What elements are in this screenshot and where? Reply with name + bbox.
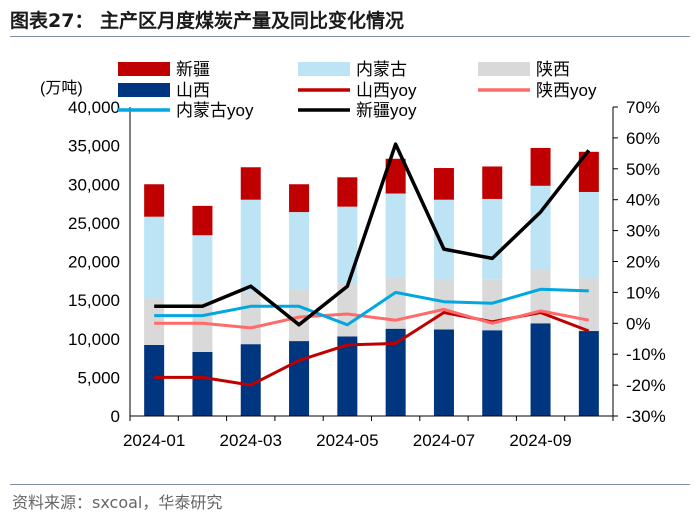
x-axis-tick-label: 2024-09 — [509, 431, 571, 450]
right-axis-tick-label: 20% — [626, 253, 660, 272]
bar-segment — [144, 298, 165, 345]
right-axis-tick-label: -30% — [626, 407, 666, 426]
bar-segment — [240, 344, 261, 416]
right-axis-tick-label: -10% — [626, 345, 666, 364]
bar-segment — [192, 205, 213, 236]
bar-segment — [482, 330, 503, 416]
x-axis-tick-label: 2024-07 — [413, 431, 475, 450]
left-axis-tick-label: 30,000 — [68, 175, 120, 194]
legend-swatch — [118, 83, 170, 97]
right-axis-tick-label: 40% — [626, 191, 660, 210]
legend-label: 陕西 — [536, 60, 570, 79]
left-axis-tick-label: 15,000 — [68, 291, 120, 310]
bar-segment — [433, 329, 454, 416]
footer-divider — [10, 484, 690, 485]
legend-label: 山西 — [176, 81, 210, 100]
bar-segment — [289, 290, 310, 342]
legend-label: 新疆yoy — [356, 101, 417, 120]
left-axis-tick-label: 20,000 — [68, 253, 120, 272]
legend-label: 内蒙古yoy — [176, 101, 254, 120]
right-axis-tick-label: 0% — [626, 314, 651, 333]
title-divider — [10, 36, 690, 37]
bar-segment — [530, 269, 551, 324]
bar-segment — [289, 212, 310, 291]
bar-segment — [337, 336, 358, 416]
bar-segment — [240, 199, 261, 293]
bar-segment — [337, 206, 358, 284]
series-line-山西yoy — [154, 311, 590, 387]
left-axis-tick-label: 40,000 — [68, 98, 120, 117]
bar-segment — [385, 328, 406, 416]
bar-segment — [144, 184, 165, 217]
series-line-陕西yoy — [154, 307, 590, 330]
left-axis-tick-label: 25,000 — [68, 214, 120, 233]
bar-segment — [337, 177, 358, 207]
series-line-新疆yoy — [154, 142, 591, 327]
bar-segment — [385, 276, 406, 329]
bar-segment — [482, 198, 503, 280]
right-axis-tick-label: 60% — [626, 129, 660, 148]
bar-segment — [482, 166, 503, 199]
bar-segment — [144, 344, 165, 416]
bar-segment — [530, 147, 551, 186]
bar-segment — [433, 280, 454, 330]
x-axis-tick-label: 2024-03 — [220, 431, 282, 450]
source-note: 资料来源：sxcoal，华泰研究 — [12, 493, 223, 512]
bar-segment — [385, 193, 406, 277]
right-axis-tick-label: 70% — [626, 98, 660, 117]
bar-segment — [240, 292, 261, 345]
bar-segment — [192, 235, 213, 302]
legend-label: 内蒙古 — [356, 60, 407, 79]
bar-segment — [192, 351, 213, 416]
bar-segment — [578, 191, 599, 279]
right-axis-tick-label: 30% — [626, 222, 660, 241]
right-axis-tick-label: -20% — [626, 376, 666, 395]
left-axis-tick-label: 10,000 — [68, 330, 120, 349]
left-axis-tick-label: 5,000 — [77, 368, 120, 387]
bar-segment — [192, 301, 213, 352]
legend-swatch — [298, 62, 350, 76]
bar-segment — [530, 323, 551, 416]
bar-segment — [289, 341, 310, 416]
bar-segment — [578, 278, 599, 332]
bar-segment — [240, 167, 261, 200]
legend-swatch — [478, 62, 530, 76]
legend-label: 陕西yoy — [536, 81, 597, 100]
bar-segment — [385, 158, 406, 194]
bar-segment — [433, 199, 454, 281]
left-axis-tick-label: 35,000 — [68, 137, 120, 156]
bar-segment — [530, 185, 551, 270]
legend-label: 山西yoy — [356, 81, 417, 100]
x-axis-tick-label: 2024-05 — [316, 431, 378, 450]
right-axis-tick-label: 10% — [626, 283, 660, 302]
bar-segment — [433, 168, 454, 200]
series-line-内蒙古yoy — [154, 287, 589, 327]
bar-segment — [482, 279, 503, 331]
bar-segment — [578, 151, 599, 192]
chart-title: 图表27： 主产区月度煤炭产量及同比变化情况 — [10, 10, 405, 32]
left-axis-unit-label: (万吨) — [40, 79, 83, 97]
right-axis-tick-label: 50% — [626, 160, 660, 179]
left-axis-tick-label: 0 — [111, 407, 120, 426]
bar-segment — [289, 184, 310, 213]
bar-segment — [578, 331, 599, 416]
legend-swatch — [118, 62, 170, 76]
legend-label: 新疆 — [176, 60, 210, 79]
x-axis-tick-label: 2024-01 — [123, 431, 185, 450]
bar-segment — [144, 216, 165, 299]
